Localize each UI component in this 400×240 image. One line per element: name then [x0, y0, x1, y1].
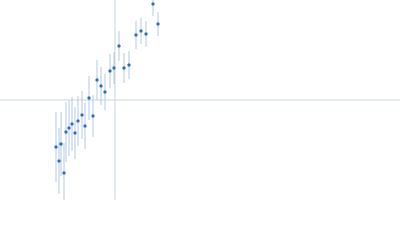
point — [83, 124, 87, 128]
point — [122, 66, 126, 70]
chart — [0, 0, 400, 200]
point — [80, 113, 84, 117]
point — [139, 29, 143, 33]
point — [108, 69, 112, 73]
point — [144, 32, 148, 36]
point — [64, 130, 68, 134]
point — [54, 145, 58, 149]
point — [151, 2, 155, 6]
point — [70, 122, 74, 126]
point — [156, 22, 160, 26]
point — [57, 159, 61, 163]
point — [99, 84, 103, 88]
point — [62, 171, 66, 175]
point — [112, 66, 116, 70]
point — [95, 78, 99, 82]
point — [127, 63, 131, 67]
point — [59, 142, 63, 146]
point — [103, 90, 107, 94]
point — [76, 119, 80, 123]
point — [91, 114, 95, 118]
point — [134, 33, 138, 37]
point — [73, 131, 77, 135]
point — [87, 96, 91, 100]
point — [117, 44, 121, 48]
point — [67, 126, 71, 130]
